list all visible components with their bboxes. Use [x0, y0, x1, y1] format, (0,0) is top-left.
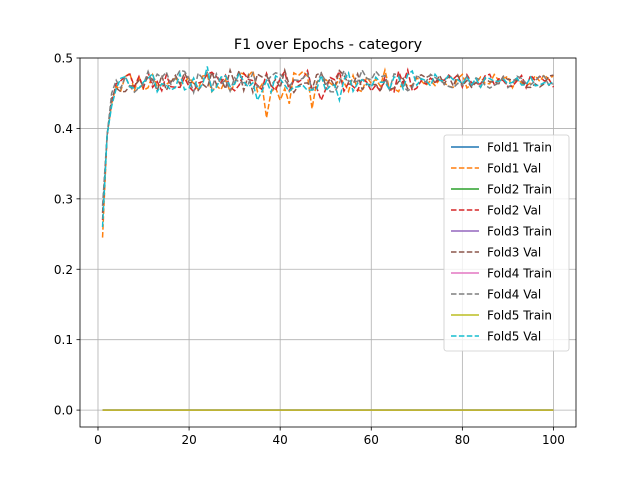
plot-frame — [79, 57, 577, 428]
y-tick-label: 0.0 — [54, 404, 73, 418]
legend-label: Fold1 Val — [487, 162, 541, 176]
y-tick-label: 0.3 — [54, 192, 73, 206]
x-tick-label: 60 — [364, 433, 379, 447]
x-tick-label: 20 — [181, 433, 196, 447]
x-tick-label: 100 — [542, 433, 565, 447]
series-line-fold5-val — [101, 66, 554, 228]
y-tick-label: 0.5 — [54, 52, 73, 66]
legend: Fold1 Train Fold1 Val Fold2 Train Fold2 Val… — [443, 134, 570, 352]
legend-label: Fold5 Train — [487, 309, 552, 323]
x-tick-label: 40 — [273, 433, 288, 447]
y-tick-label: 0.2 — [54, 263, 73, 277]
series-line-fold1-val — [101, 67, 554, 238]
series-line-fold3-val — [101, 67, 554, 213]
plot-lines — [101, 66, 555, 411]
legend-label: Fold2 Val — [487, 204, 541, 218]
series-line-fold2-val — [101, 67, 555, 221]
legend-label: Fold2 Train — [487, 183, 552, 197]
axis-ticks: 0 20 40 60 80 100 0.0 0.1 0.2 0.3 0.4 0.5 — [54, 52, 565, 448]
legend-label: Fold4 Train — [487, 267, 552, 281]
legend-label: Fold3 Train — [487, 225, 552, 239]
x-tick-label: 80 — [455, 433, 470, 447]
legend-label: Fold1 Train — [487, 141, 552, 155]
legend-label: Fold4 Val — [487, 288, 541, 302]
legend-label: Fold5 Val — [487, 330, 541, 344]
y-tick-label: 0.4 — [54, 122, 73, 136]
series-line-fold4-val — [101, 68, 554, 206]
y-tick-label: 0.1 — [54, 333, 73, 347]
legend-label: Fold3 Val — [487, 246, 541, 260]
chart-title: F1 over Epochs - category — [234, 37, 423, 53]
x-tick-label: 0 — [94, 433, 102, 447]
